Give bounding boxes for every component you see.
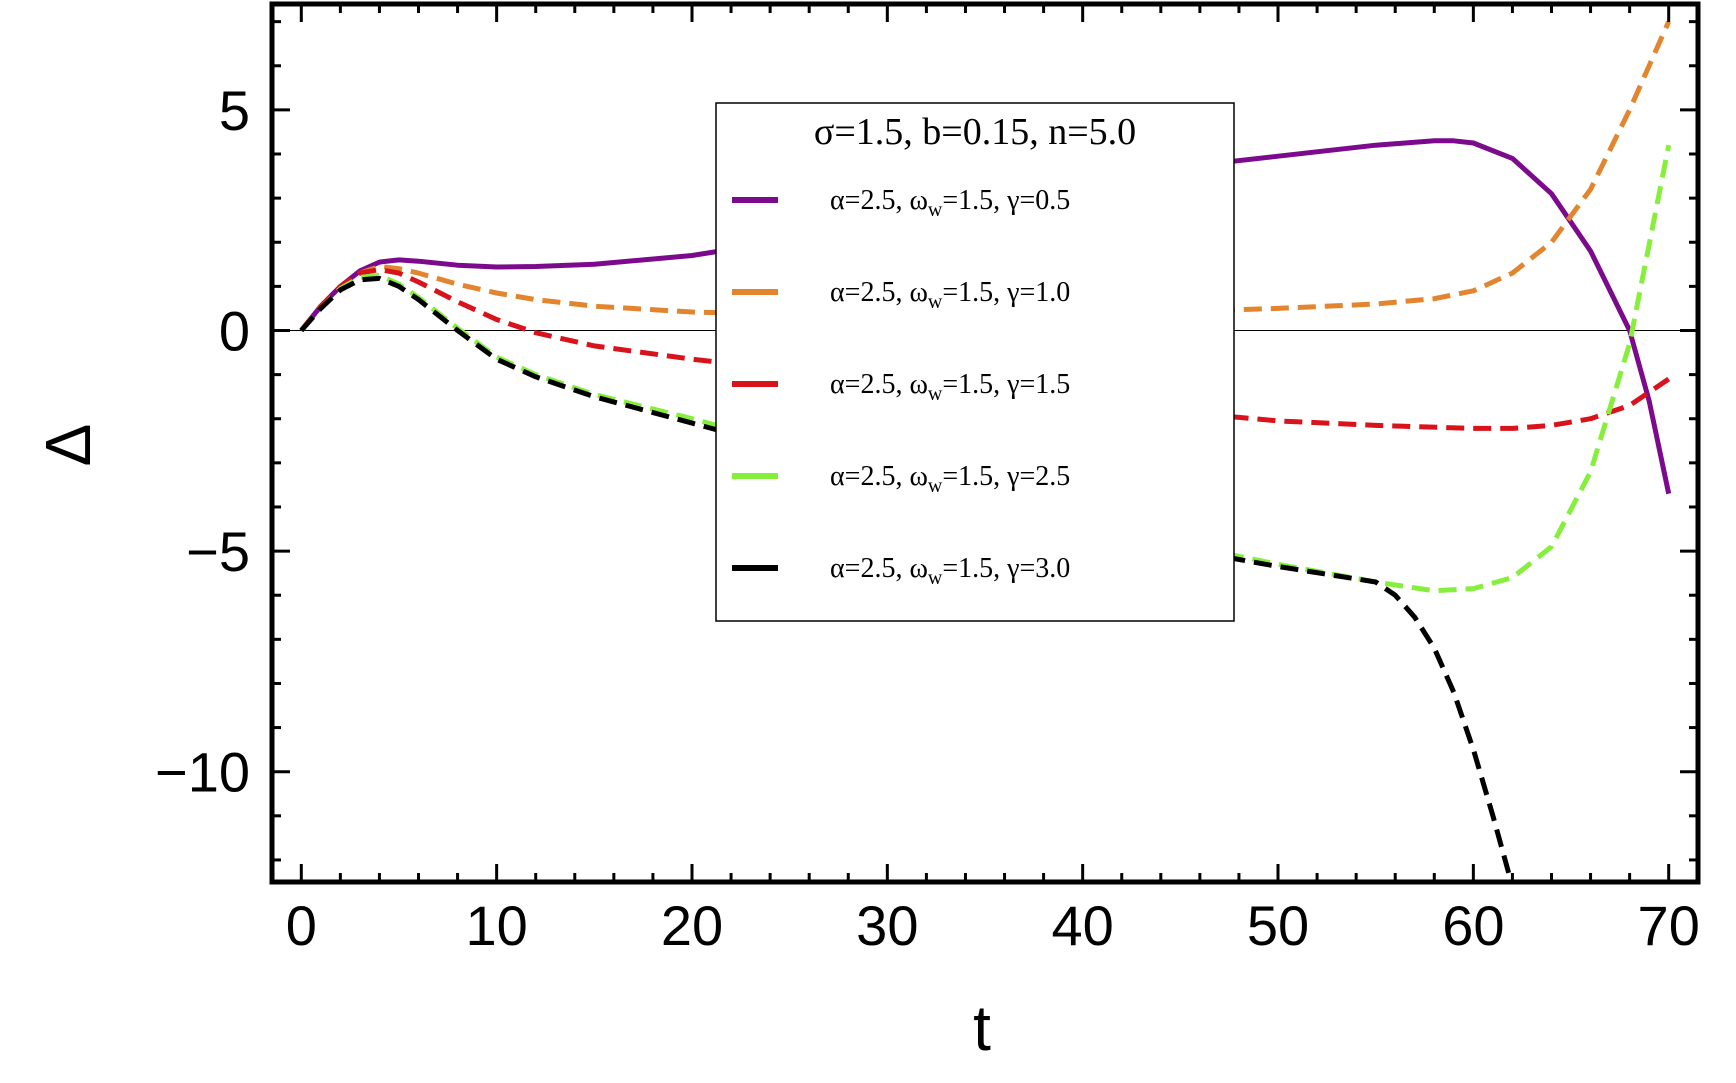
x-tick-label: 30 xyxy=(856,894,918,957)
y-tick-label: −5 xyxy=(186,520,250,583)
y-tick-label: −10 xyxy=(155,741,250,804)
plot-frame xyxy=(269,1,1701,885)
x-tick-label: 20 xyxy=(661,894,723,957)
legend-label: α=2.5, ωw=1.5, γ=2.5 xyxy=(830,461,1070,497)
legend-title: σ=1.5, b=0.15, n=5.0 xyxy=(814,111,1136,153)
x-axis-label: t xyxy=(973,992,991,1064)
x-tick-label: 50 xyxy=(1247,894,1309,957)
legend-label: α=2.5, ωw=1.5, γ=0.5 xyxy=(830,185,1070,221)
y-tick-label: 0 xyxy=(219,299,250,362)
x-tick-label: 10 xyxy=(465,894,527,957)
legend-label: α=2.5, ωw=1.5, γ=3.0 xyxy=(830,553,1070,589)
x-tick-label: 70 xyxy=(1638,894,1700,957)
tick-layer xyxy=(272,4,1698,882)
x-tick-label: 0 xyxy=(286,894,317,957)
legend: σ=1.5, b=0.15, n=5.0 α=2.5, ωw=1.5, γ=0.… xyxy=(715,102,1235,622)
y-axis-label: Δ xyxy=(32,424,104,467)
legend-label: α=2.5, ωw=1.5, γ=1.0 xyxy=(830,277,1070,313)
legend-box xyxy=(715,102,1235,622)
legend-label: α=2.5, ωw=1.5, γ=1.5 xyxy=(830,369,1070,405)
legend-items: α=2.5, ωw=1.5, γ=0.5 α=2.5, ωw=1.5, γ=1.0… xyxy=(732,185,1070,589)
y-tick-label: 5 xyxy=(219,79,250,142)
x-tick-label: 40 xyxy=(1052,894,1114,957)
x-tick-label: 60 xyxy=(1442,894,1504,957)
